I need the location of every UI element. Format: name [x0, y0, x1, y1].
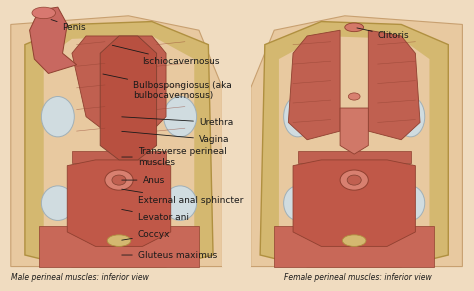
Ellipse shape [348, 93, 360, 100]
Polygon shape [340, 108, 368, 154]
Text: Vagina: Vagina [122, 131, 229, 144]
Ellipse shape [283, 186, 312, 221]
Ellipse shape [41, 97, 74, 137]
Ellipse shape [340, 170, 368, 190]
Polygon shape [39, 226, 199, 267]
Polygon shape [29, 7, 77, 73]
Polygon shape [72, 36, 166, 131]
Text: Transverse perineal
muscles: Transverse perineal muscles [122, 147, 227, 167]
Polygon shape [288, 30, 340, 140]
Ellipse shape [397, 97, 425, 137]
Text: Levator ani: Levator ani [122, 210, 189, 222]
Text: Female perineal muscles: inferior view: Female perineal muscles: inferior view [283, 274, 431, 282]
Polygon shape [44, 36, 194, 258]
Polygon shape [251, 16, 463, 267]
Text: Male perineal muscles: inferior view: Male perineal muscles: inferior view [11, 274, 149, 282]
Text: Gluteus maximus: Gluteus maximus [122, 251, 217, 260]
Polygon shape [260, 22, 448, 267]
Polygon shape [11, 16, 222, 267]
Polygon shape [72, 151, 166, 163]
Ellipse shape [164, 186, 197, 221]
Ellipse shape [345, 23, 364, 32]
Ellipse shape [41, 186, 74, 221]
Text: Bulbospongiosus (aka
bulbocavernosus): Bulbospongiosus (aka bulbocavernosus) [103, 74, 232, 100]
Ellipse shape [164, 97, 197, 137]
Ellipse shape [105, 170, 133, 190]
Polygon shape [368, 30, 420, 140]
Polygon shape [222, 30, 251, 267]
Ellipse shape [32, 7, 55, 19]
Text: Penis: Penis [51, 19, 86, 32]
Text: Ischiocavernosus: Ischiocavernosus [112, 45, 220, 66]
Text: Anus: Anus [122, 175, 165, 184]
Ellipse shape [347, 175, 361, 185]
Polygon shape [293, 160, 415, 246]
Ellipse shape [342, 235, 366, 246]
Polygon shape [298, 151, 410, 163]
Polygon shape [279, 36, 429, 258]
Ellipse shape [283, 97, 312, 137]
Polygon shape [25, 22, 213, 267]
Text: External anal sphincter: External anal sphincter [122, 189, 243, 205]
Text: Urethra: Urethra [122, 117, 233, 127]
Text: Clitoris: Clitoris [357, 28, 410, 40]
Polygon shape [67, 160, 171, 246]
Polygon shape [274, 226, 434, 267]
Ellipse shape [107, 235, 131, 246]
Ellipse shape [397, 186, 425, 221]
Ellipse shape [112, 175, 126, 185]
Polygon shape [100, 36, 156, 160]
Text: Coccyx: Coccyx [122, 230, 170, 240]
